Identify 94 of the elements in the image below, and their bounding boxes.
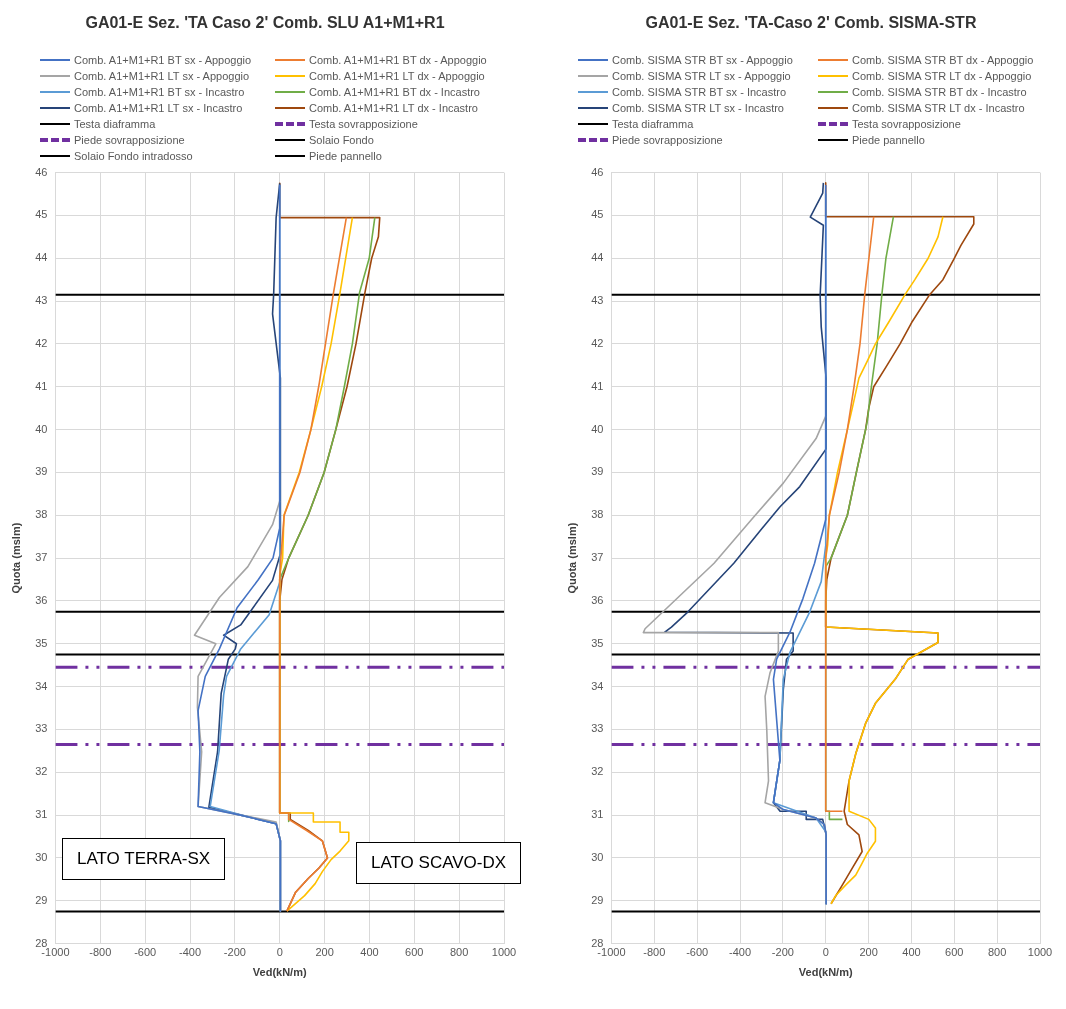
- legend-label: Testa sovrapposizione: [309, 117, 418, 130]
- x-tick-label: 600: [405, 946, 424, 959]
- x-tick-label: 800: [449, 946, 469, 959]
- legend-label: Testa diaframma: [612, 117, 694, 130]
- x-tick-label: 0: [276, 946, 283, 959]
- legend-label: Comb. SISMA STR BT dx - Appoggio: [852, 53, 1034, 66]
- legend-label: Solaio Fondo intradosso: [74, 149, 193, 162]
- y-axis-title: Quota (mslm): [9, 522, 22, 594]
- y-tick-label: 30: [591, 850, 604, 863]
- x-tick-label: 200: [315, 946, 334, 959]
- y-tick-label: 42: [35, 336, 48, 349]
- legend-label: Comb. A1+M1+R1 LT sx - Incastro: [74, 101, 243, 114]
- legend-label: Solaio Fondo: [309, 133, 374, 146]
- y-tick-label: 36: [35, 593, 48, 606]
- legend-label: Piede pannello: [852, 133, 925, 146]
- legend-label: Piede sovrapposizione: [74, 133, 185, 146]
- y-tick-label: 42: [591, 336, 604, 349]
- x-tick-label: 800: [987, 946, 1007, 959]
- y-tick-label: 44: [591, 251, 604, 264]
- legend-label: Comb. SISMA STR BT sx - Incastro: [612, 85, 787, 98]
- x-tick-label: 200: [859, 946, 878, 959]
- x-tick-label: -400: [728, 946, 752, 959]
- y-tick-label: 41: [591, 379, 604, 392]
- x-tick-label: -1000: [41, 946, 70, 959]
- x-axis-title: Ved(kN/m): [252, 966, 307, 979]
- y-tick-label: 43: [591, 294, 604, 307]
- x-tick-label: -600: [686, 946, 709, 959]
- y-tick-label: 31: [591, 808, 604, 821]
- legend-label: Comb. SISMA STR BT sx - Appoggio: [612, 53, 793, 66]
- legend-label: Comb. A1+M1+R1 BT dx - Appoggio: [309, 53, 487, 66]
- x-tick-label: 1000: [1027, 946, 1053, 959]
- legend-label: Comb. A1+M1+R1 BT dx - Incastro: [309, 85, 480, 98]
- legend-label: Comb. SISMA STR LT sx - Appoggio: [612, 69, 791, 82]
- chart-title: GA01-E Sez. 'TA Caso 2' Comb. SLU A1+M1+R1: [84, 14, 446, 32]
- legend-label: Testa sovrapposizione: [852, 117, 961, 130]
- y-tick-label: 38: [591, 508, 604, 521]
- y-tick-label: 28: [35, 936, 48, 949]
- legend-label: Comb. A1+M1+R1 BT sx - Appoggio: [74, 53, 252, 66]
- x-tick-label: 1000: [491, 946, 517, 959]
- legend-label: Comb. A1+M1+R1 LT dx - Appoggio: [309, 69, 485, 82]
- y-tick-label: 35: [591, 636, 604, 649]
- legend-label: Piede pannello: [309, 149, 382, 162]
- legend-label: Comb. A1+M1+R1 BT sx - Incastro: [74, 85, 245, 98]
- y-tick-label: 28: [591, 936, 604, 949]
- y-tick-label: 41: [35, 379, 48, 392]
- y-tick-label: 40: [591, 422, 604, 435]
- x-tick-label: -1000: [597, 946, 626, 959]
- y-tick-label: 31: [35, 808, 48, 821]
- y-tick-label: 36: [591, 593, 604, 606]
- y-tick-label: 29: [35, 893, 48, 906]
- legend-label: Piede sovrapposizione: [612, 133, 723, 146]
- y-tick-label: 44: [35, 251, 48, 264]
- annotation: LATO SCAVO-DX: [356, 842, 522, 884]
- x-tick-label: -200: [771, 946, 794, 959]
- legend-label: Comb. A1+M1+R1 LT sx - Appoggio: [74, 69, 250, 82]
- y-tick-label: 29: [591, 893, 604, 906]
- x-tick-label: 600: [945, 946, 964, 959]
- x-tick-label: 0: [822, 946, 829, 959]
- y-tick-label: 32: [591, 765, 604, 778]
- y-tick-label: 43: [35, 294, 48, 307]
- y-tick-label: 39: [591, 465, 604, 478]
- y-tick-label: 37: [591, 551, 604, 564]
- legend-label: Comb. SISMA STR LT dx - Incastro: [852, 101, 1025, 114]
- y-tick-label: 45: [35, 208, 48, 221]
- legend-label: Testa diaframma: [74, 117, 156, 130]
- annotation: LATO TERRA-SX: [62, 838, 226, 880]
- x-tick-label: -800: [89, 946, 112, 959]
- x-tick-label: -800: [643, 946, 666, 959]
- y-tick-label: 34: [35, 679, 48, 692]
- x-tick-label: -600: [134, 946, 157, 959]
- y-tick-label: 32: [35, 765, 48, 778]
- legend-label: Comb. SISMA STR BT dx - Incastro: [852, 85, 1027, 98]
- y-tick-label: 45: [591, 208, 604, 221]
- legend-label: Comb. SISMA STR LT dx - Appoggio: [852, 69, 1032, 82]
- y-tick-label: 40: [35, 422, 48, 435]
- y-tick-label: 34: [591, 679, 604, 692]
- y-tick-label: 37: [35, 551, 48, 564]
- y-tick-label: 39: [35, 465, 48, 478]
- x-tick-label: 400: [360, 946, 379, 959]
- y-tick-label: 46: [35, 165, 48, 178]
- legend-label: Comb. A1+M1+R1 LT dx - Incastro: [309, 101, 478, 114]
- y-tick-label: 30: [35, 850, 48, 863]
- x-axis-title: Ved(kN/m): [798, 966, 853, 979]
- x-tick-label: 400: [902, 946, 921, 959]
- y-axis-title: Quota (mslm): [565, 522, 578, 594]
- y-tick-label: 46: [591, 165, 604, 178]
- y-tick-label: 38: [35, 508, 48, 521]
- y-tick-label: 33: [35, 722, 48, 735]
- y-tick-label: 35: [35, 636, 48, 649]
- x-tick-label: -400: [178, 946, 202, 959]
- x-tick-label: -200: [223, 946, 246, 959]
- chart-title: GA01-E Sez. 'TA-Caso 2' Comb. SISMA-STR: [644, 14, 978, 32]
- legend-label: Comb. SISMA STR LT sx - Incastro: [612, 101, 784, 114]
- y-tick-label: 33: [591, 722, 604, 735]
